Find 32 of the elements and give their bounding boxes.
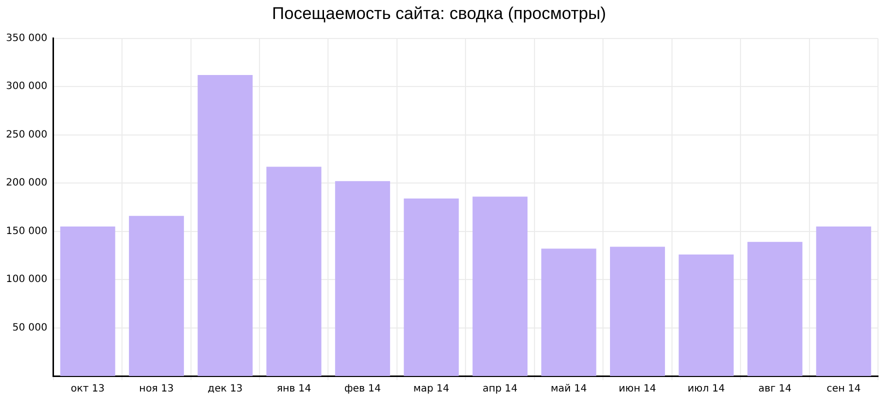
bar xyxy=(198,75,253,376)
bar xyxy=(404,198,459,376)
bar xyxy=(335,181,390,376)
bar xyxy=(816,226,872,376)
x-tick-label: янв 14 xyxy=(276,384,312,395)
x-tick-label: авг 14 xyxy=(758,384,792,395)
y-tick-label: 150 000 xyxy=(6,226,48,237)
x-tick-label: мар 14 xyxy=(413,384,450,395)
y-tick-label: 350 000 xyxy=(6,32,48,44)
x-tick-label: дек 13 xyxy=(208,384,243,395)
x-tick-label: апр 14 xyxy=(482,384,518,395)
bar xyxy=(266,166,322,376)
bar xyxy=(610,246,665,376)
x-tick-label: июл 14 xyxy=(688,384,725,395)
bar xyxy=(128,216,184,376)
y-tick-label: 250 000 xyxy=(6,129,48,140)
x-tick-label: ноя 13 xyxy=(139,384,174,395)
bar xyxy=(541,248,596,376)
bar xyxy=(60,226,116,376)
chart-title: Посещаемость сайта: сводка (просмотры) xyxy=(272,4,606,23)
x-tick-label: окт 13 xyxy=(70,384,105,395)
y-tick-label: 50 000 xyxy=(12,322,48,334)
x-tick-label: май 14 xyxy=(550,384,587,395)
bar xyxy=(472,196,528,376)
x-tick-label: сен 14 xyxy=(826,384,861,395)
x-tick-label: фев 14 xyxy=(344,384,381,395)
y-tick-label: 100 000 xyxy=(6,274,48,286)
bar xyxy=(747,242,802,376)
y-tick-label: 300 000 xyxy=(6,81,48,92)
bar xyxy=(678,254,734,376)
x-tick-label: июн 14 xyxy=(618,384,656,395)
y-tick-label: 200 000 xyxy=(6,178,48,189)
